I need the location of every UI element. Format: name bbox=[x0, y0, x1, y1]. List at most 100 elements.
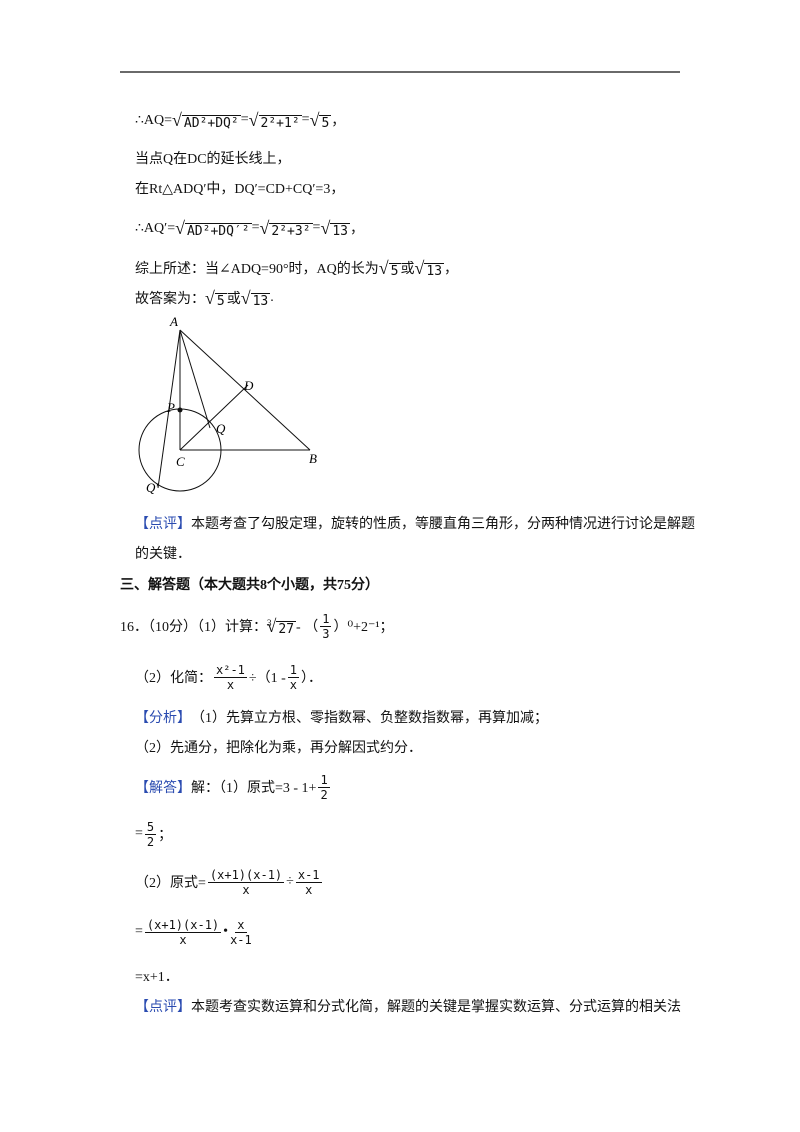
text: = bbox=[312, 220, 321, 235]
radical-sign: √ bbox=[175, 217, 185, 238]
denominator: x bbox=[242, 882, 250, 897]
point-p bbox=[177, 407, 183, 413]
radical: √ 13 bbox=[415, 258, 445, 279]
radicand: 5 bbox=[388, 262, 401, 279]
text: ， bbox=[331, 114, 346, 129]
text-line: 的关键． bbox=[135, 533, 191, 573]
text-line: （2）先通分，把除化为乘，再分解因式约分． bbox=[135, 727, 422, 767]
numerator: 1 bbox=[318, 772, 330, 788]
numerator: x²-1 bbox=[214, 662, 247, 678]
text: ）⁰+2⁻¹； bbox=[333, 620, 394, 635]
text-line: 【分析】 （1）先算立方根、零指数幂、负整数指数幂，再算加减； bbox=[135, 697, 548, 737]
radical: √ AD²+DQ′² bbox=[175, 218, 252, 239]
radical-sign: √ bbox=[266, 615, 277, 636]
text: = bbox=[240, 112, 249, 127]
text: ； bbox=[158, 828, 173, 843]
text: （2）原式= bbox=[135, 876, 206, 891]
text: 综上所述：当∠ADQ=90°时，AQ的长为 bbox=[135, 262, 379, 277]
radical: √ 5 bbox=[379, 258, 401, 279]
text-line: =x+1． bbox=[135, 956, 179, 996]
text: 的关键． bbox=[135, 547, 191, 562]
radicand: 13 bbox=[424, 262, 445, 279]
text: 本题考查了勾股定理，旋转的性质，等腰直角三角形，分两种情况进行讨论是解题 bbox=[191, 517, 695, 532]
fraction: (x+1)(x-1) x bbox=[144, 917, 222, 947]
text-line: ∴AQ′= √ AD²+DQ′² = √ 2²+3² = √ 13， bbox=[135, 208, 364, 248]
radicand: AD²+DQ′² bbox=[184, 222, 252, 239]
tag: 【点评】 bbox=[135, 1000, 191, 1015]
radical: √ 2²+1² bbox=[249, 110, 302, 131]
fraction: x-1 x bbox=[295, 867, 322, 897]
fraction: x²-1 x bbox=[214, 663, 247, 692]
radical-sign: √ bbox=[378, 257, 389, 278]
text: （1）先算立方根、零指数幂、负整数指数幂，再算加减； bbox=[191, 711, 548, 726]
tag: 【解答】 bbox=[135, 781, 191, 796]
radical-sign: √ bbox=[309, 109, 320, 130]
text-line: = (x+1)(x-1) x • x x-1 bbox=[135, 912, 254, 952]
root-index: 3 bbox=[267, 617, 272, 628]
numerator: 5 bbox=[144, 819, 157, 835]
radical: √ 5 bbox=[205, 288, 227, 309]
text: ÷（1 - bbox=[248, 671, 286, 686]
radical-sign: √ bbox=[172, 109, 182, 130]
text-line: 综上所述：当∠ADQ=90°时，AQ的长为 √ 5 或 √ 13， bbox=[135, 248, 458, 288]
label: Q′ bbox=[146, 480, 158, 495]
radicand: 2²+1² bbox=[258, 114, 302, 131]
radical: √ 13 bbox=[320, 218, 350, 239]
radicand: 13 bbox=[330, 222, 350, 239]
text-line: 【点评】 本题考查了勾股定理，旋转的性质，等腰直角三角形，分两种情况进行讨论是解题 bbox=[135, 503, 695, 543]
text: = bbox=[301, 112, 310, 127]
radical-sign: √ bbox=[259, 217, 270, 238]
text: = bbox=[135, 924, 143, 939]
label: P bbox=[166, 400, 175, 415]
numerator: x-1 bbox=[295, 867, 322, 883]
radicand: 27 bbox=[276, 620, 297, 637]
label: C bbox=[176, 454, 185, 469]
text: （2）化简： bbox=[135, 671, 212, 686]
text-line: 三、解答题（本大题共8个小题，共75分） bbox=[120, 564, 379, 604]
text: =x+1． bbox=[135, 970, 179, 985]
label: B bbox=[309, 451, 317, 466]
text: ， bbox=[444, 262, 459, 277]
text: 或 bbox=[400, 262, 415, 277]
radical-sign: √ bbox=[205, 287, 215, 308]
text: ∴AQ′= bbox=[135, 220, 176, 236]
radical-sign: √ bbox=[240, 287, 251, 308]
radical-sign: √ bbox=[248, 109, 259, 130]
text-line: 故答案为： √ 5 或 √ 13. bbox=[135, 278, 274, 318]
text: ∴AQ= bbox=[135, 112, 173, 128]
text: = bbox=[251, 220, 260, 235]
radical: 3 √ 27 bbox=[266, 615, 297, 637]
numerator: (x+1)(x-1) bbox=[144, 917, 222, 933]
text: 故答案为： bbox=[135, 292, 205, 307]
text: 在Rt△ADQ′中，DQ′=CD+CQ′=3， bbox=[135, 182, 345, 197]
fraction: (x+1)(x-1) x bbox=[207, 867, 285, 897]
radical: √ 5 bbox=[310, 110, 332, 131]
text-line: （2）化简： x²-1 x ÷（1 - 1 x ）． bbox=[135, 657, 322, 697]
text: = bbox=[135, 826, 143, 841]
denominator: x bbox=[179, 932, 187, 947]
numerator: (x+1)(x-1) bbox=[207, 867, 285, 883]
label: A bbox=[169, 314, 178, 329]
text: • bbox=[223, 924, 229, 939]
text: 或 bbox=[226, 292, 241, 307]
text: . bbox=[270, 290, 274, 305]
text-line: （2）原式= (x+1)(x-1) x ÷ x-1 x bbox=[135, 862, 324, 902]
numerator: 1 bbox=[320, 611, 332, 627]
text-line: 【解答】 解：（1）原式=3 - 1+ 1 2 bbox=[135, 767, 332, 807]
heading: 三、解答题（本大题共8个小题，共75分） bbox=[120, 578, 379, 593]
denominator: x bbox=[305, 882, 313, 897]
radical: √ 2²+3² bbox=[260, 218, 313, 239]
denominator: 3 bbox=[322, 626, 330, 641]
radical-sign: √ bbox=[414, 257, 425, 278]
text-line: 当点Q在DC的延长线上， bbox=[135, 138, 291, 178]
text: 本题考查实数运算和分式化简，解题的关键是掌握实数运算、分式运算的相关法 bbox=[191, 1000, 681, 1015]
text: - （ bbox=[296, 620, 319, 635]
radicand: 13 bbox=[250, 292, 271, 309]
label: Q bbox=[216, 421, 226, 436]
denominator: 2 bbox=[320, 787, 328, 802]
geometry bbox=[138, 329, 311, 492]
